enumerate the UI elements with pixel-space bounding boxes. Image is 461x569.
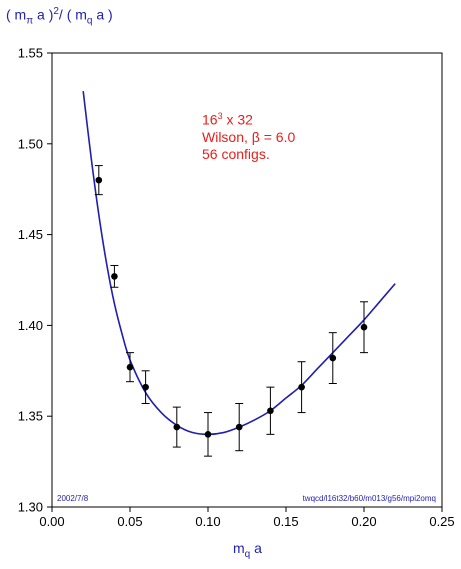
x-tick-label: 0.00 [39, 514, 64, 529]
action-beta-label: Wilson, β = 6.0 [202, 128, 296, 145]
y-tick-label: 1.55 [18, 46, 43, 61]
data-point [126, 363, 134, 371]
x-axis-label: mq a [233, 540, 262, 560]
x-tick-label: 0.20 [351, 514, 376, 529]
configs-label: 56 configs. [202, 145, 270, 162]
data-point [111, 273, 118, 280]
data-point [173, 423, 181, 431]
x-tick-label: 0.25 [429, 514, 454, 529]
data-point [235, 423, 243, 431]
y-tick-label: 1.45 [18, 227, 43, 242]
y-tick-label: 1.30 [18, 500, 43, 515]
data-point [298, 383, 305, 391]
data-point [204, 431, 212, 438]
date-stamp: 2002/7/8 [57, 494, 89, 503]
file-path-stamp: twqcd/l16t32/b60/m013/g56/mpi2omq [302, 494, 436, 503]
plot-frame [51, 52, 443, 508]
x-tick-label: 0.05 [117, 514, 142, 529]
data-point [267, 407, 274, 415]
data-point [360, 323, 368, 331]
data-point [329, 354, 337, 362]
y-tick-label: 1.40 [18, 318, 43, 333]
x-tick-label: 0.10 [195, 514, 220, 529]
fit-curve [82, 91, 396, 436]
simulation-annotation: 163 x 32 Wilson, β = 6.0 56 configs. [202, 108, 295, 163]
y-tick-label: 1.35 [18, 409, 43, 424]
x-tick-label: 0.15 [273, 514, 298, 529]
y-tick-label: 1.50 [18, 136, 43, 151]
data-point [95, 176, 103, 184]
data-point [142, 383, 149, 391]
y-axis-label: ( mπ a )2/ ( mq a ) [6, 6, 113, 27]
lattice-size-label: 163 x 32 [202, 111, 253, 128]
